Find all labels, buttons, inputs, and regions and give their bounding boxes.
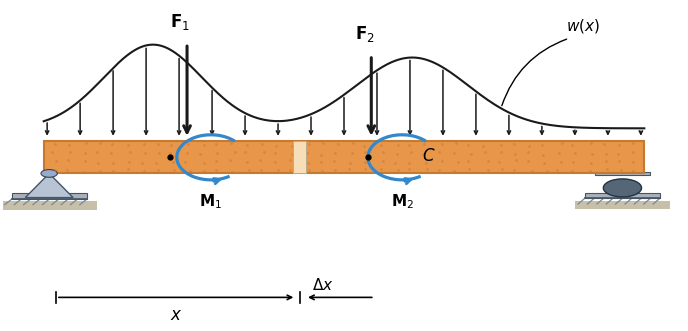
Text: $x$: $x$ (170, 307, 182, 324)
Text: $C$: $C$ (422, 147, 436, 165)
Text: $\mathbf{M}_2$: $\mathbf{M}_2$ (391, 193, 413, 212)
Polygon shape (25, 173, 73, 198)
Bar (585, 193, 660, 198)
FancyBboxPatch shape (294, 141, 305, 173)
Text: $\Delta x$: $\Delta x$ (312, 277, 334, 293)
Bar (12, 193, 87, 199)
Circle shape (603, 179, 641, 197)
Text: $w(x)$: $w(x)$ (566, 17, 600, 35)
Circle shape (41, 169, 57, 177)
Text: $\mathbf{F}_2$: $\mathbf{F}_2$ (354, 24, 374, 44)
FancyBboxPatch shape (44, 141, 644, 173)
Text: $\mathbf{F}_1$: $\mathbf{F}_1$ (170, 12, 190, 32)
FancyBboxPatch shape (574, 201, 670, 209)
Text: $\mathbf{M}_1$: $\mathbf{M}_1$ (200, 193, 222, 212)
Bar (595, 172, 649, 175)
FancyBboxPatch shape (1, 201, 97, 211)
